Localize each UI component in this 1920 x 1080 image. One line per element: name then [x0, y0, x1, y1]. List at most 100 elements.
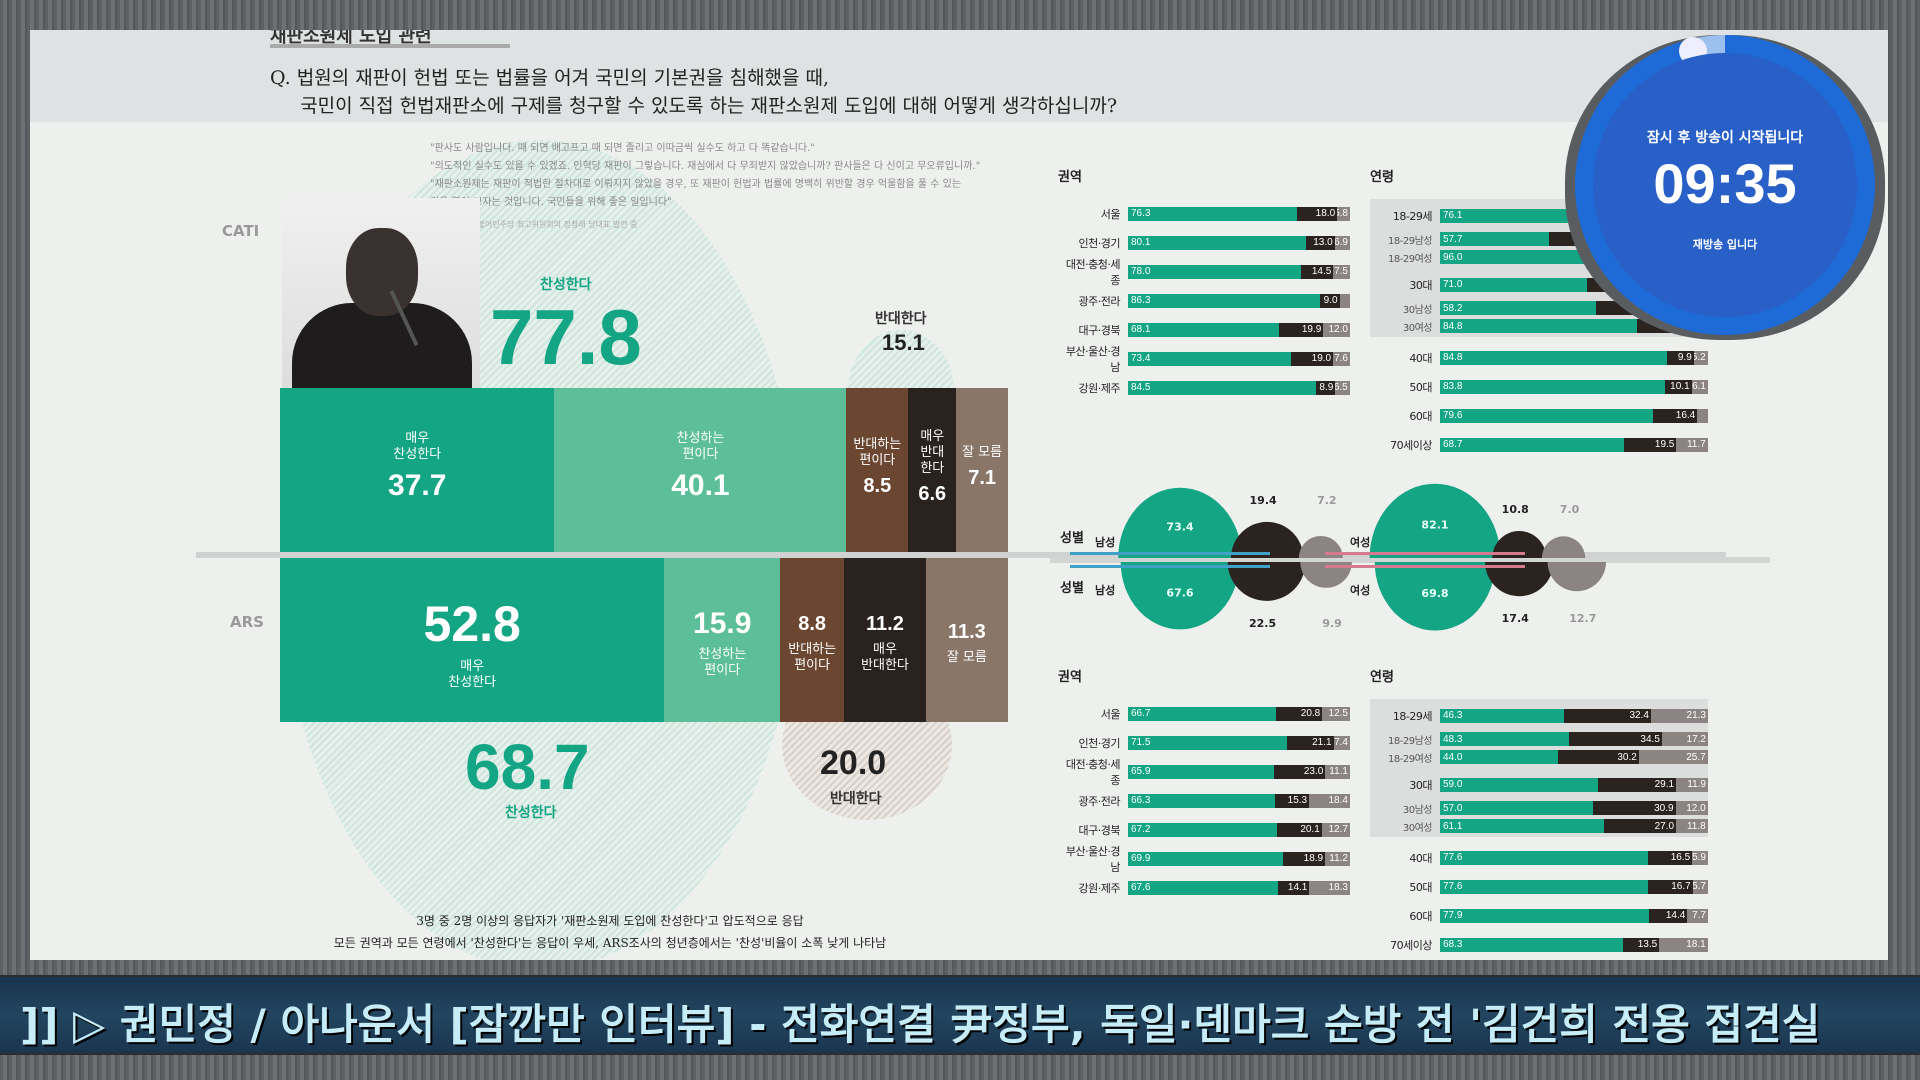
- support-segment: 77.6: [1440, 879, 1648, 894]
- stacked-bar: 77.9 14.4 7.7: [1440, 908, 1708, 923]
- quote-line: "판사도 사람입니다. 때 되면 배고프고 때 되면 졸리고 이따금씩 실수도 …: [430, 143, 815, 154]
- dont-know-segment: 11.7: [1676, 437, 1708, 452]
- stacked-bar: 69.9 18.9 11.2: [1128, 851, 1350, 866]
- stacked-bar: 68.3 13.5 18.1: [1440, 937, 1708, 952]
- dont-know-bubble: [1547, 562, 1607, 592]
- gender-title-ars: 성별: [1060, 580, 1084, 596]
- row-label: 18-29여성: [1388, 253, 1432, 265]
- oppose-segment: 16.4: [1653, 408, 1698, 423]
- oppose-segment: 18.0: [1297, 206, 1338, 221]
- gender-line-top: [1325, 552, 1525, 555]
- dont-know-segment: 12.7: [1321, 822, 1350, 837]
- countdown-timer: 잠시 후 방송이 시작됩니다 09:35 재방송 입니다: [1575, 35, 1875, 335]
- oppose-segment: 13.0: [1305, 235, 1335, 250]
- stacked-bar: 76.318.05.8: [1128, 206, 1350, 221]
- quote-line: 길을 열어 보자는 것입니다. 국민들을 위해 좋은 일입니다": [430, 197, 672, 208]
- gender-line-bottom: [1325, 565, 1525, 568]
- support-bubble: [1369, 483, 1501, 558]
- dont-know-value: 12.7: [1569, 612, 1596, 625]
- segment-dont-know: 11.3 잘 모름: [925, 558, 1008, 722]
- support-segment: 71.5: [1128, 735, 1287, 750]
- oppose-segment: 20.1: [1277, 822, 1322, 837]
- oppose-segment: 8.9: [1315, 380, 1336, 395]
- segment-strong-support: 매우 찬성한다 37.7: [280, 388, 555, 552]
- support-segment: 61.1: [1440, 819, 1604, 833]
- row-label: 18-29세: [1392, 209, 1433, 223]
- segment-oppose: 반대하는 편이다 8.5: [846, 388, 909, 552]
- stacked-bar: 65.9 23.0 11.1: [1128, 764, 1350, 779]
- segment-label: 찬성하는 편이다: [698, 647, 747, 678]
- dont-know-segment: 5.8: [1337, 206, 1350, 221]
- oppose-segment: 23.0: [1274, 764, 1326, 779]
- oppose-value: 22.5: [1249, 617, 1276, 630]
- stacked-bar: 86.3 9.0: [1128, 293, 1350, 308]
- row-label: 30대: [1409, 278, 1432, 292]
- row-label: 60대: [1409, 409, 1432, 423]
- dont-know-segment: 12.0: [1323, 322, 1350, 337]
- oppose-segment: 29.1: [1598, 777, 1677, 792]
- segment-label: 매우 찬성한다: [393, 431, 442, 462]
- dont-know-segment: 18.4: [1309, 793, 1350, 808]
- support-segment: 79.6: [1440, 408, 1654, 423]
- dont-know-segment: 11.8: [1676, 819, 1708, 833]
- table-row: 50대 77.6 16.7 5.7: [1370, 872, 1708, 901]
- segment-value: 15.9: [693, 607, 752, 640]
- row-label: 부산·울산·경남: [1065, 344, 1121, 374]
- stacked-bar: 77.6 16.7 5.7: [1440, 879, 1708, 894]
- table-row: 60대 79.6 16.4: [1370, 401, 1708, 430]
- support-segment: 46.3: [1440, 708, 1565, 723]
- stacked-bar: 73.4 19.0 7.6: [1128, 351, 1350, 366]
- support-segment: 76.3: [1128, 206, 1298, 221]
- segment-label: 매우 찬성한다: [448, 659, 497, 690]
- oppose-segment: 30.2: [1557, 750, 1639, 764]
- gender-label-female: 여성: [1350, 535, 1370, 549]
- stacked-bar: 57.0 30.9 12.0: [1440, 801, 1708, 815]
- cati-support-total: 77.8: [490, 293, 642, 381]
- table-row: 30대 59.0 29.1 11.9: [1370, 770, 1708, 799]
- dont-know-segment: [1339, 293, 1350, 308]
- oppose-segment: 34.5: [1569, 732, 1662, 746]
- dont-know-segment: [1697, 408, 1708, 423]
- row-label: 30남성: [1402, 804, 1433, 816]
- support-segment: 86.3: [1128, 293, 1320, 308]
- row-label: 70세이상: [1390, 938, 1432, 952]
- oppose-segment: 16.7: [1647, 879, 1693, 894]
- table-row: 서울 66.7 20.8 12.5: [1058, 699, 1350, 728]
- ars-oppose-label: 반대한다: [830, 791, 882, 807]
- table-row: 대구·경북 68.1 19.9 12.0: [1058, 315, 1350, 344]
- segment-oppose: 8.8 반대하는 편이다: [780, 558, 845, 722]
- gender-line-bottom: [1070, 565, 1270, 568]
- row-label: 광주·전라: [1078, 294, 1121, 308]
- table-title: 연령: [1370, 170, 1394, 185]
- segment-value: 40.1: [671, 469, 730, 502]
- gender-title-cati: 성별: [1060, 530, 1084, 546]
- stacked-bar: 66.3 15.3 18.4: [1128, 793, 1350, 808]
- speaker-photo: [282, 198, 480, 388]
- segment-value: 8.5: [863, 474, 892, 497]
- segment-value: 52.8: [423, 596, 521, 652]
- stacked-bar: 71.5 21.1 7.4: [1128, 735, 1350, 750]
- stacked-bar: 67.6 14.1 18.3: [1128, 880, 1350, 895]
- support-segment: 71.0: [1440, 277, 1588, 292]
- dont-know-segment: 5.2: [1693, 350, 1708, 365]
- support-segment: 84.8: [1440, 319, 1637, 333]
- oppose-segment: 10.1: [1664, 379, 1692, 394]
- oppose-segment: 27.0: [1603, 819, 1677, 833]
- oppose-segment: 14.1: [1278, 880, 1310, 895]
- dont-know-segment: 12.5: [1322, 706, 1350, 721]
- table-row: 인천·경기 71.5 21.1 7.4: [1058, 728, 1350, 757]
- row-label: 18-29여성: [1388, 753, 1432, 765]
- dont-know-segment: 21.3: [1650, 708, 1708, 723]
- table-row: 강원·제주 67.6 14.1 18.3: [1058, 873, 1350, 902]
- oppose-segment: 15.3: [1275, 793, 1310, 808]
- stacked-bar: 46.3 32.4 21.3: [1440, 708, 1708, 723]
- table-row: 대구·경북 67.2 20.1 12.7: [1058, 815, 1350, 844]
- table-row: 대전·충청·세종 78.0 14.5 7.5: [1058, 257, 1350, 287]
- dont-know-segment: 7.5: [1333, 264, 1350, 279]
- dont-know-segment: 7.7: [1687, 908, 1708, 923]
- support-value: 82.1: [1421, 519, 1448, 532]
- row-label: 30여성: [1402, 322, 1433, 334]
- dont-know-segment: 11.1: [1325, 764, 1350, 779]
- rerun-note: 재방송 입니다: [1692, 238, 1758, 251]
- row-label: 30대: [1409, 778, 1432, 792]
